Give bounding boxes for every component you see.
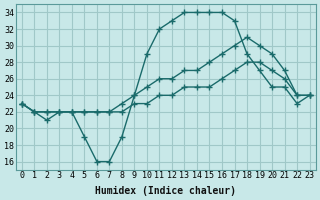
X-axis label: Humidex (Indice chaleur): Humidex (Indice chaleur) xyxy=(95,186,236,196)
